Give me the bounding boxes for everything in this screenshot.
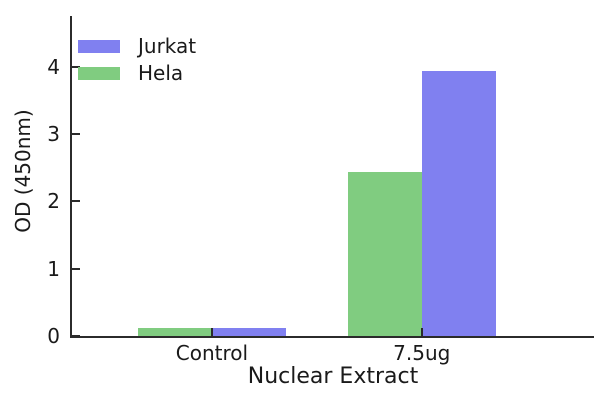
legend-label-jurkat: Jurkat [138,34,197,58]
legend: Jurkat Hela [78,34,196,85]
x-tick-label-7-5ug: 7.5ug [393,341,451,365]
legend-swatch-jurkat [78,39,120,53]
x-tick-control [210,328,213,336]
legend-item-jurkat: Jurkat [78,34,196,58]
y-tick-label-0: 0 [47,324,60,348]
x-axis-title: Nuclear Extract [247,364,419,389]
legend-item-hela: Hela [78,61,196,85]
bar-hela-7-5ug [347,171,422,336]
x-tick-7-5ug [420,328,423,336]
x-tick-label-control: Control [175,341,249,365]
legend-swatch-hela [78,66,120,80]
bar-jurkat-7-5ug [421,71,496,336]
y-axis-title: OD (450nm) [11,109,35,233]
bar-jurkat-control [211,327,286,336]
y-tick-label-2: 2 [47,189,60,214]
y-tick-label-3: 3 [47,121,60,146]
bar-hela-control [137,327,212,336]
y-tick-0 [72,335,80,337]
legend-label-hela: Hela [138,61,184,85]
plot-area: Jurkat Hela 0 1 2 3 4 Control 7.5ug [47,16,594,364]
y-tick-4 [72,65,80,68]
y-tick-2 [72,200,80,203]
y-tick-3 [72,132,80,135]
y-tick-1 [72,267,80,270]
y-tick-label-1: 1 [47,256,60,281]
y-tick-label-4: 4 [47,54,60,79]
